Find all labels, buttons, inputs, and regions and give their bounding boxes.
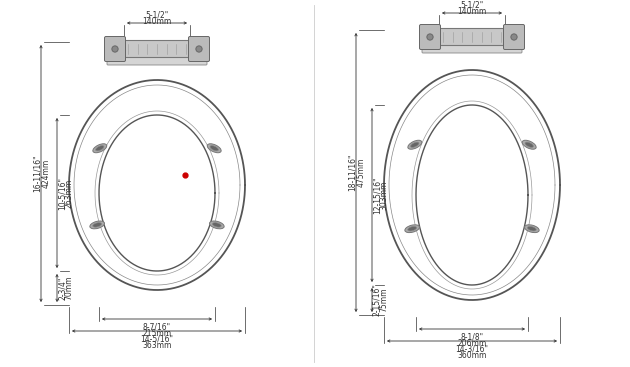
FancyBboxPatch shape — [437, 29, 507, 46]
Text: 303mm: 303mm — [379, 180, 389, 210]
Text: 8-1/8": 8-1/8" — [461, 332, 484, 341]
Text: 363mm: 363mm — [142, 341, 172, 350]
Ellipse shape — [527, 226, 536, 231]
Text: 18-11/16": 18-11/16" — [348, 154, 357, 191]
Text: 360mm: 360mm — [457, 351, 487, 360]
Text: 5-1/2": 5-1/2" — [146, 10, 169, 19]
Ellipse shape — [411, 142, 419, 148]
Ellipse shape — [212, 223, 221, 227]
FancyBboxPatch shape — [122, 40, 192, 58]
FancyBboxPatch shape — [422, 43, 522, 53]
Text: 263mm: 263mm — [64, 178, 74, 208]
Ellipse shape — [525, 142, 534, 148]
Text: 2-3/4": 2-3/4" — [57, 276, 67, 300]
Ellipse shape — [90, 221, 105, 229]
Ellipse shape — [408, 226, 416, 231]
Ellipse shape — [210, 221, 224, 229]
Ellipse shape — [522, 140, 536, 149]
FancyBboxPatch shape — [105, 36, 125, 62]
Text: 215mm: 215mm — [142, 329, 171, 338]
Text: 10-5/16": 10-5/16" — [57, 177, 67, 210]
Ellipse shape — [207, 144, 221, 153]
FancyBboxPatch shape — [188, 36, 210, 62]
Ellipse shape — [96, 146, 104, 151]
Text: 70mm: 70mm — [64, 276, 74, 300]
Text: 8-7/16": 8-7/16" — [143, 322, 171, 331]
Ellipse shape — [405, 225, 420, 233]
Ellipse shape — [93, 223, 101, 227]
FancyBboxPatch shape — [420, 25, 440, 50]
Circle shape — [112, 46, 118, 52]
Ellipse shape — [525, 225, 539, 233]
Text: 206mm: 206mm — [457, 339, 486, 348]
Ellipse shape — [408, 140, 421, 149]
Ellipse shape — [93, 144, 106, 153]
Text: 5-1/2": 5-1/2" — [461, 0, 484, 9]
FancyBboxPatch shape — [107, 55, 207, 65]
Circle shape — [196, 46, 202, 52]
Text: 140mm: 140mm — [457, 7, 486, 16]
Ellipse shape — [210, 146, 219, 151]
Text: 140mm: 140mm — [142, 17, 171, 26]
Text: 16-11/16": 16-11/16" — [33, 155, 42, 192]
Text: 475mm: 475mm — [357, 158, 365, 187]
Text: 14-3/16": 14-3/16" — [455, 344, 488, 353]
Text: 12-15/16": 12-15/16" — [372, 176, 382, 214]
Text: 75mm: 75mm — [379, 288, 389, 312]
Text: 14-5/16": 14-5/16" — [140, 334, 173, 343]
Circle shape — [427, 34, 433, 40]
Circle shape — [511, 34, 517, 40]
Text: 2-15/16": 2-15/16" — [372, 284, 382, 316]
FancyBboxPatch shape — [503, 25, 525, 50]
Text: 424mm: 424mm — [42, 159, 50, 188]
